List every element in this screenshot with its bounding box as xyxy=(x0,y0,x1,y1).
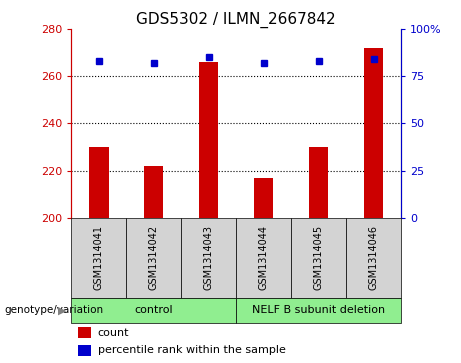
Text: genotype/variation: genotype/variation xyxy=(5,305,104,315)
Bar xyxy=(236,298,401,323)
Text: count: count xyxy=(98,328,130,338)
Bar xyxy=(78,327,91,338)
Bar xyxy=(144,166,164,218)
Text: control: control xyxy=(135,305,173,315)
Bar xyxy=(78,345,91,356)
Text: GSM1314044: GSM1314044 xyxy=(259,225,269,290)
Text: percentile rank within the sample: percentile rank within the sample xyxy=(98,345,286,355)
Text: GSM1314042: GSM1314042 xyxy=(149,225,159,290)
Bar xyxy=(364,48,383,218)
Bar xyxy=(291,218,346,298)
Text: GSM1314046: GSM1314046 xyxy=(369,225,378,290)
Bar xyxy=(71,298,236,323)
Bar xyxy=(89,147,108,218)
Title: GDS5302 / ILMN_2667842: GDS5302 / ILMN_2667842 xyxy=(136,12,336,28)
Bar xyxy=(254,178,273,218)
Text: ▶: ▶ xyxy=(58,305,66,315)
Bar xyxy=(309,147,328,218)
Bar xyxy=(126,218,181,298)
Bar xyxy=(236,218,291,298)
Bar xyxy=(181,218,236,298)
Text: GSM1314041: GSM1314041 xyxy=(94,225,104,290)
Text: GSM1314045: GSM1314045 xyxy=(313,225,324,290)
Bar xyxy=(346,218,401,298)
Bar xyxy=(199,62,219,218)
Bar xyxy=(71,218,126,298)
Text: GSM1314043: GSM1314043 xyxy=(204,225,214,290)
Text: NELF B subunit deletion: NELF B subunit deletion xyxy=(252,305,385,315)
